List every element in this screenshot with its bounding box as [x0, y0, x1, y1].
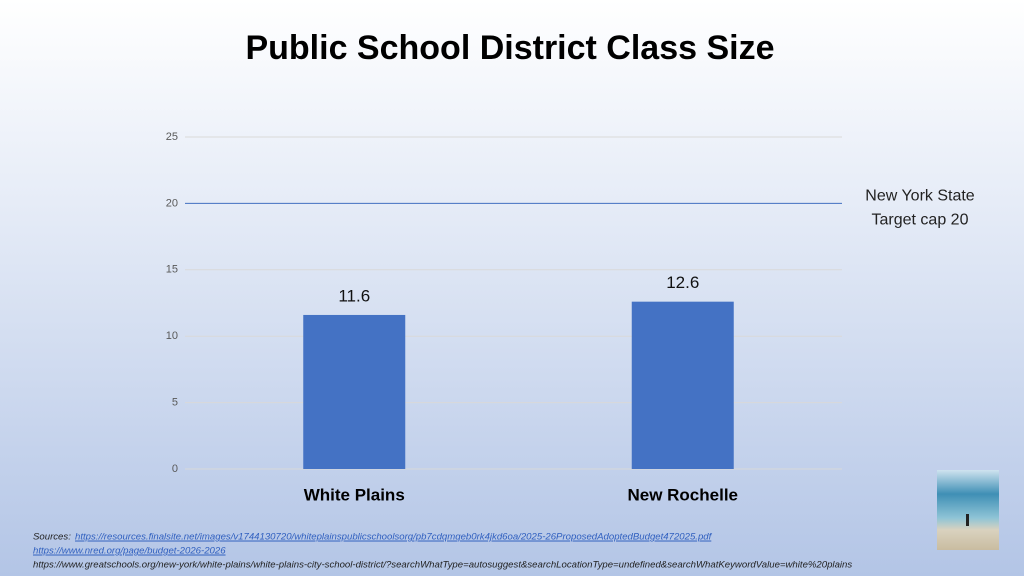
y-tick-label: 20 [166, 197, 178, 209]
reference-label: Target cap 20 [872, 212, 969, 229]
sources-label: Sources: [33, 532, 71, 543]
source-link[interactable]: https://www.nred.org/page/budget-2026-20… [33, 546, 226, 557]
y-tick-label: 10 [166, 330, 178, 342]
value-label: 12.6 [666, 273, 699, 292]
bar [303, 314, 406, 469]
photo [937, 470, 999, 550]
y-tick-label: 5 [172, 397, 178, 409]
y-tick-label: 0 [172, 463, 178, 475]
reference-label: New York State [865, 188, 975, 205]
bar [631, 301, 734, 469]
chart-title: Public School District Class Size [245, 29, 774, 67]
value-label: 11.6 [338, 286, 370, 305]
source-link[interactable]: https://www.greatschools.org/new-york/wh… [33, 560, 852, 571]
y-tick-label: 25 [166, 131, 178, 143]
x-tick-label: New Rochelle [627, 485, 738, 504]
source-link[interactable]: https://resources.finalsite.net/images/v… [75, 532, 713, 543]
y-tick-label: 15 [166, 264, 178, 276]
x-tick-label: White Plains [304, 485, 405, 504]
